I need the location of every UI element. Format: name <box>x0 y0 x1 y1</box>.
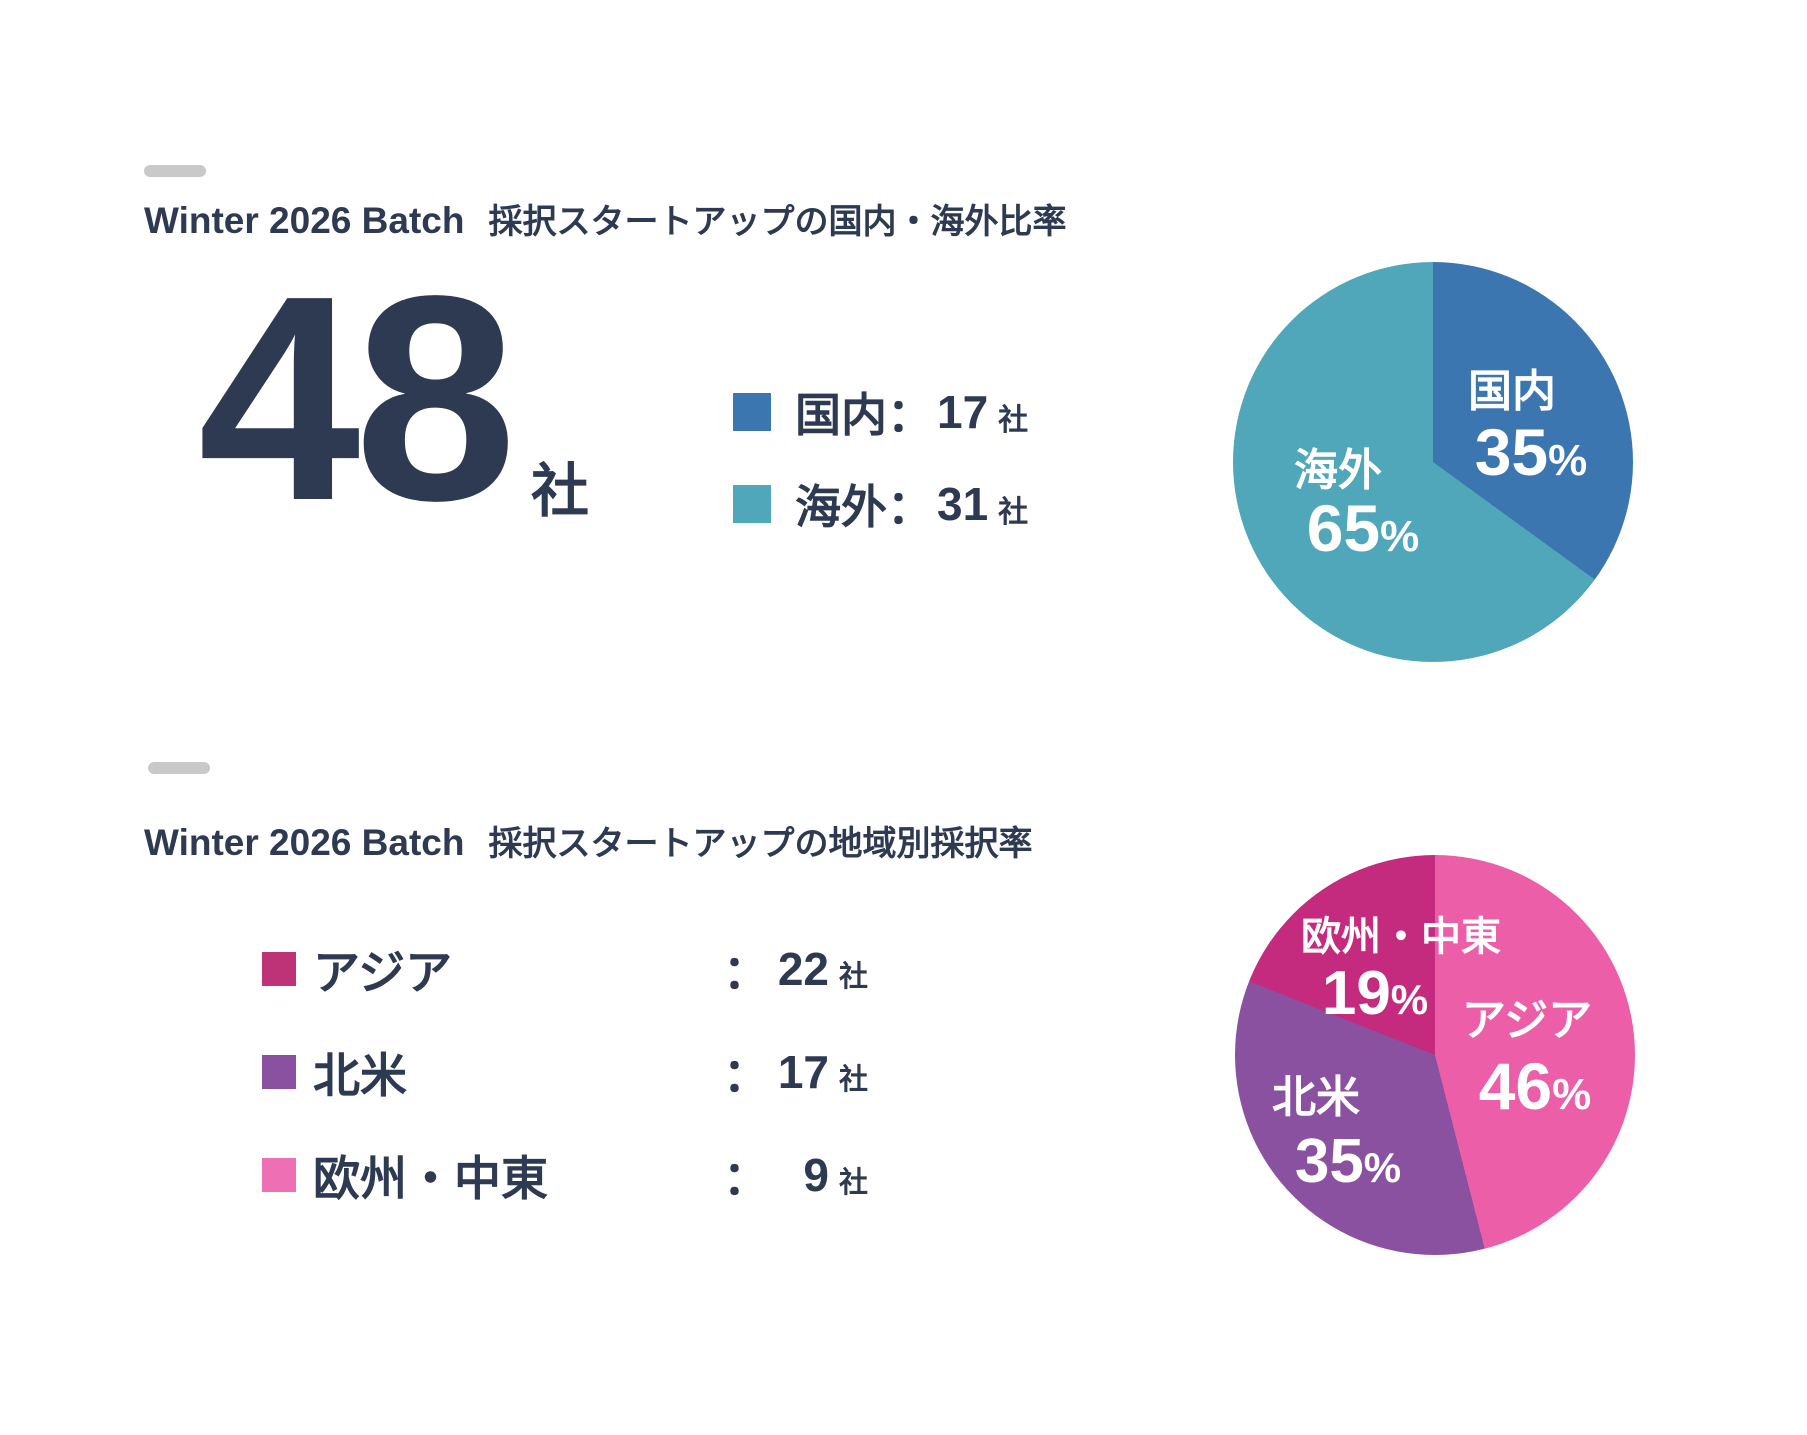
overseas-color-swatch <box>733 485 771 523</box>
legend-item-domestic: 国内 ： 17 社 <box>733 379 1028 445</box>
domestic-count: 17 <box>937 386 989 438</box>
total-companies-unit: 社 <box>531 459 590 524</box>
pie-domestic-overseas <box>1233 262 1633 662</box>
north-america-colon: ： <box>723 1048 769 1101</box>
legend-item-europe-middleeast: 欧州・中東 ： 9 社 <box>262 1140 868 1209</box>
europe-middleeast-count-unit: 社 <box>839 1166 869 1199</box>
pie1-domestic-pct: 35% <box>1475 419 1588 485</box>
section1-title-ja: 採択スタートアップの国内・海外比率 <box>488 203 1067 241</box>
asia-label: アジア <box>313 946 453 999</box>
pie2-europe-middleeast-pct-sign: % <box>1390 976 1429 1023</box>
section2-title: Winter 2026 Batch 採択スタートアップの地域別採択率 <box>144 816 1032 865</box>
north-america-color-swatch <box>262 1054 296 1089</box>
asia-count: 22 <box>777 942 829 995</box>
europe-middleeast-count: 9 <box>803 1148 829 1201</box>
europe-middleeast-color-swatch <box>262 1157 296 1192</box>
pie1-domestic-pct-sign: % <box>1548 436 1588 485</box>
pie2-north-america-label: 北米 <box>1272 1073 1360 1122</box>
pie2-asia-pct-sign: % <box>1552 1070 1592 1119</box>
section2-legend: アジア ： 22 社 北米 ： 17 社 欧州・中東 ： 9 社 <box>262 934 868 1209</box>
pie2-europe-middleeast-pct: 19% <box>1322 963 1428 1025</box>
domestic-colon: ： <box>887 389 933 441</box>
pie2-asia-label: アジア <box>1461 996 1593 1045</box>
legend-item-overseas: 海外 ： 31 社 <box>733 471 1028 537</box>
pie-regions <box>1235 855 1635 1255</box>
north-america-count-unit: 社 <box>839 1063 869 1096</box>
overseas-count: 31 <box>937 478 989 530</box>
pie2-north-america-pct: 35% <box>1295 1131 1401 1193</box>
section1-divider-bar <box>144 165 206 177</box>
section1-legend: 国内 ： 17 社 海外 ： 31 社 <box>733 379 1028 537</box>
pie1-domestic-label: 国内 <box>1468 367 1556 416</box>
pie2-europe-middleeast-pct-value: 19 <box>1321 959 1391 1028</box>
europe-middleeast-label: 欧州・中東 <box>313 1152 548 1205</box>
overseas-colon: ： <box>887 481 933 533</box>
pie1-overseas-pct: 65% <box>1307 495 1420 561</box>
pie1-overseas-pct-sign: % <box>1380 512 1420 561</box>
overseas-label: 海外 <box>795 481 887 533</box>
pie2-asia-pct: 46% <box>1479 1053 1592 1119</box>
asia-color-swatch <box>262 951 296 986</box>
north-america-count: 17 <box>777 1045 829 1098</box>
domestic-color-swatch <box>733 393 771 431</box>
overseas-count-unit: 社 <box>998 496 1029 529</box>
pie2-north-america-pct-value: 35 <box>1294 1127 1364 1196</box>
total-companies-value: 48 <box>198 235 517 561</box>
asia-colon: ： <box>723 945 769 998</box>
section2-title-batch: Winter 2026 Batch <box>144 822 465 863</box>
domestic-count-unit: 社 <box>998 404 1029 437</box>
pie2-asia-pct-value: 46 <box>1478 1049 1553 1123</box>
pie1-overseas-pct-value: 65 <box>1306 491 1381 565</box>
section1-title-batch: Winter 2026 Batch <box>144 200 465 241</box>
section1-title: Winter 2026 Batch 採択スタートアップの国内・海外比率 <box>144 194 1066 243</box>
pie1-domestic-pct-value: 35 <box>1474 415 1549 489</box>
pie2-europe-middleeast-label: 欧州・中東 <box>1301 915 1501 959</box>
pie2-north-america-pct-sign: % <box>1363 1144 1402 1191</box>
section2-divider-bar <box>148 762 210 774</box>
europe-middleeast-colon: ： <box>723 1151 769 1204</box>
legend-item-asia: アジア ： 22 社 <box>262 934 868 1003</box>
section2-title-ja: 採択スタートアップの地域別採択率 <box>488 825 1033 863</box>
domestic-label: 国内 <box>795 389 887 441</box>
legend-item-north-america: 北米 ： 17 社 <box>262 1037 868 1106</box>
pie1-overseas-label: 海外 <box>1294 446 1382 495</box>
north-america-label: 北米 <box>313 1049 407 1102</box>
asia-count-unit: 社 <box>839 960 869 993</box>
